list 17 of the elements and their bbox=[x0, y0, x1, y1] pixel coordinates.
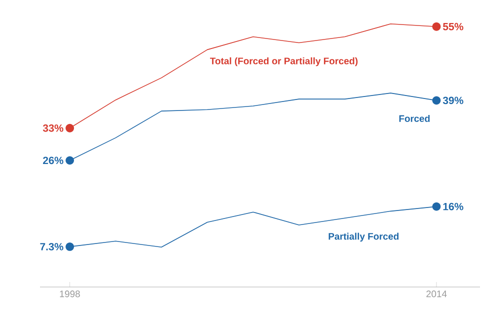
series-label: Partially Forced bbox=[328, 232, 398, 242]
point bbox=[66, 242, 74, 251]
x-tick-label: 1998 bbox=[60, 290, 80, 298]
data-label: 39% bbox=[442, 96, 464, 104]
point bbox=[66, 124, 74, 132]
x-tick-label: 2014 bbox=[426, 290, 447, 298]
data-label: 16% bbox=[443, 202, 464, 210]
point bbox=[66, 156, 74, 165]
data-label: 55% bbox=[442, 22, 464, 30]
data-label: 26% bbox=[43, 156, 64, 164]
point bbox=[432, 202, 441, 211]
series-label: Forced bbox=[399, 114, 430, 122]
series-label: Total (Forced or Partially Forced) bbox=[210, 57, 358, 66]
data-label: 33% bbox=[42, 124, 64, 132]
data-label: 7.3% bbox=[40, 242, 64, 250]
point bbox=[432, 96, 441, 105]
point bbox=[432, 22, 441, 31]
